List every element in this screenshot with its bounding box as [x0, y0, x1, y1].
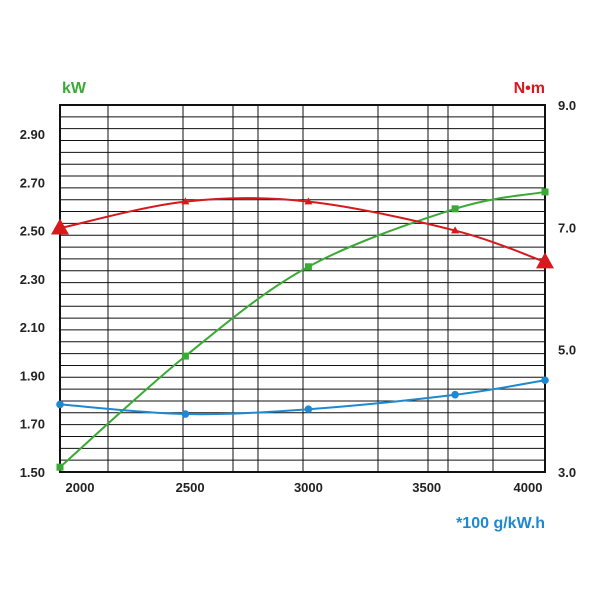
x-tick-label: 4000 — [514, 480, 543, 495]
x-tick-label: 2500 — [176, 480, 205, 495]
chart-series — [51, 188, 554, 471]
left-tick-label: 2.30 — [20, 272, 45, 287]
series-fuel — [56, 376, 549, 418]
left-tick-label: 1.50 — [20, 465, 45, 480]
plot-frame — [59, 104, 546, 473]
left-tick-label: 2.70 — [20, 175, 45, 190]
chart-grid — [59, 104, 546, 473]
data-point-power — [451, 205, 459, 213]
data-point-power — [304, 263, 312, 271]
x-tick-label: 2000 — [66, 480, 95, 495]
right-tick-label: 3.0 — [558, 465, 576, 480]
data-point-power — [181, 352, 189, 360]
data-point-fuel — [181, 410, 190, 418]
data-point-torque — [536, 252, 554, 269]
right-axis-label: N•m — [514, 80, 545, 97]
data-point-torque — [304, 197, 313, 205]
left-tick-label: 2.50 — [20, 224, 45, 239]
data-point-torque — [181, 197, 190, 205]
series-power — [56, 188, 549, 471]
right-tick-label: 7.0 — [558, 220, 576, 235]
data-point-fuel — [451, 390, 459, 399]
data-point-fuel — [56, 400, 64, 409]
data-point-torque — [451, 226, 460, 234]
left-tick-label: 1.90 — [20, 368, 45, 383]
x-tick-label: 3000 — [294, 480, 323, 495]
chart-tick-labels: 1.50 1.70 1.90 2.10 2.30 2.50 2.70 2.90 3.0 5.0 7.… — [20, 98, 576, 495]
data-point-power — [541, 188, 549, 196]
right-tick-label: 5.0 — [558, 343, 576, 358]
series-line-power — [59, 190, 546, 468]
left-tick-label: 1.70 — [20, 417, 45, 432]
left-tick-label: 2.90 — [20, 127, 45, 142]
data-point-fuel — [304, 405, 313, 414]
left-axis-label: kW — [62, 80, 87, 97]
right-tick-label: 9.0 — [558, 98, 576, 113]
series-torque — [51, 197, 554, 269]
data-point-torque — [51, 218, 69, 235]
data-point-power — [56, 463, 64, 471]
left-tick-label: 2.10 — [20, 320, 45, 335]
data-point-fuel — [541, 376, 549, 385]
bottom-axis-label: *100 g/kW.h — [456, 515, 545, 532]
x-tick-label: 3500 — [412, 480, 441, 495]
